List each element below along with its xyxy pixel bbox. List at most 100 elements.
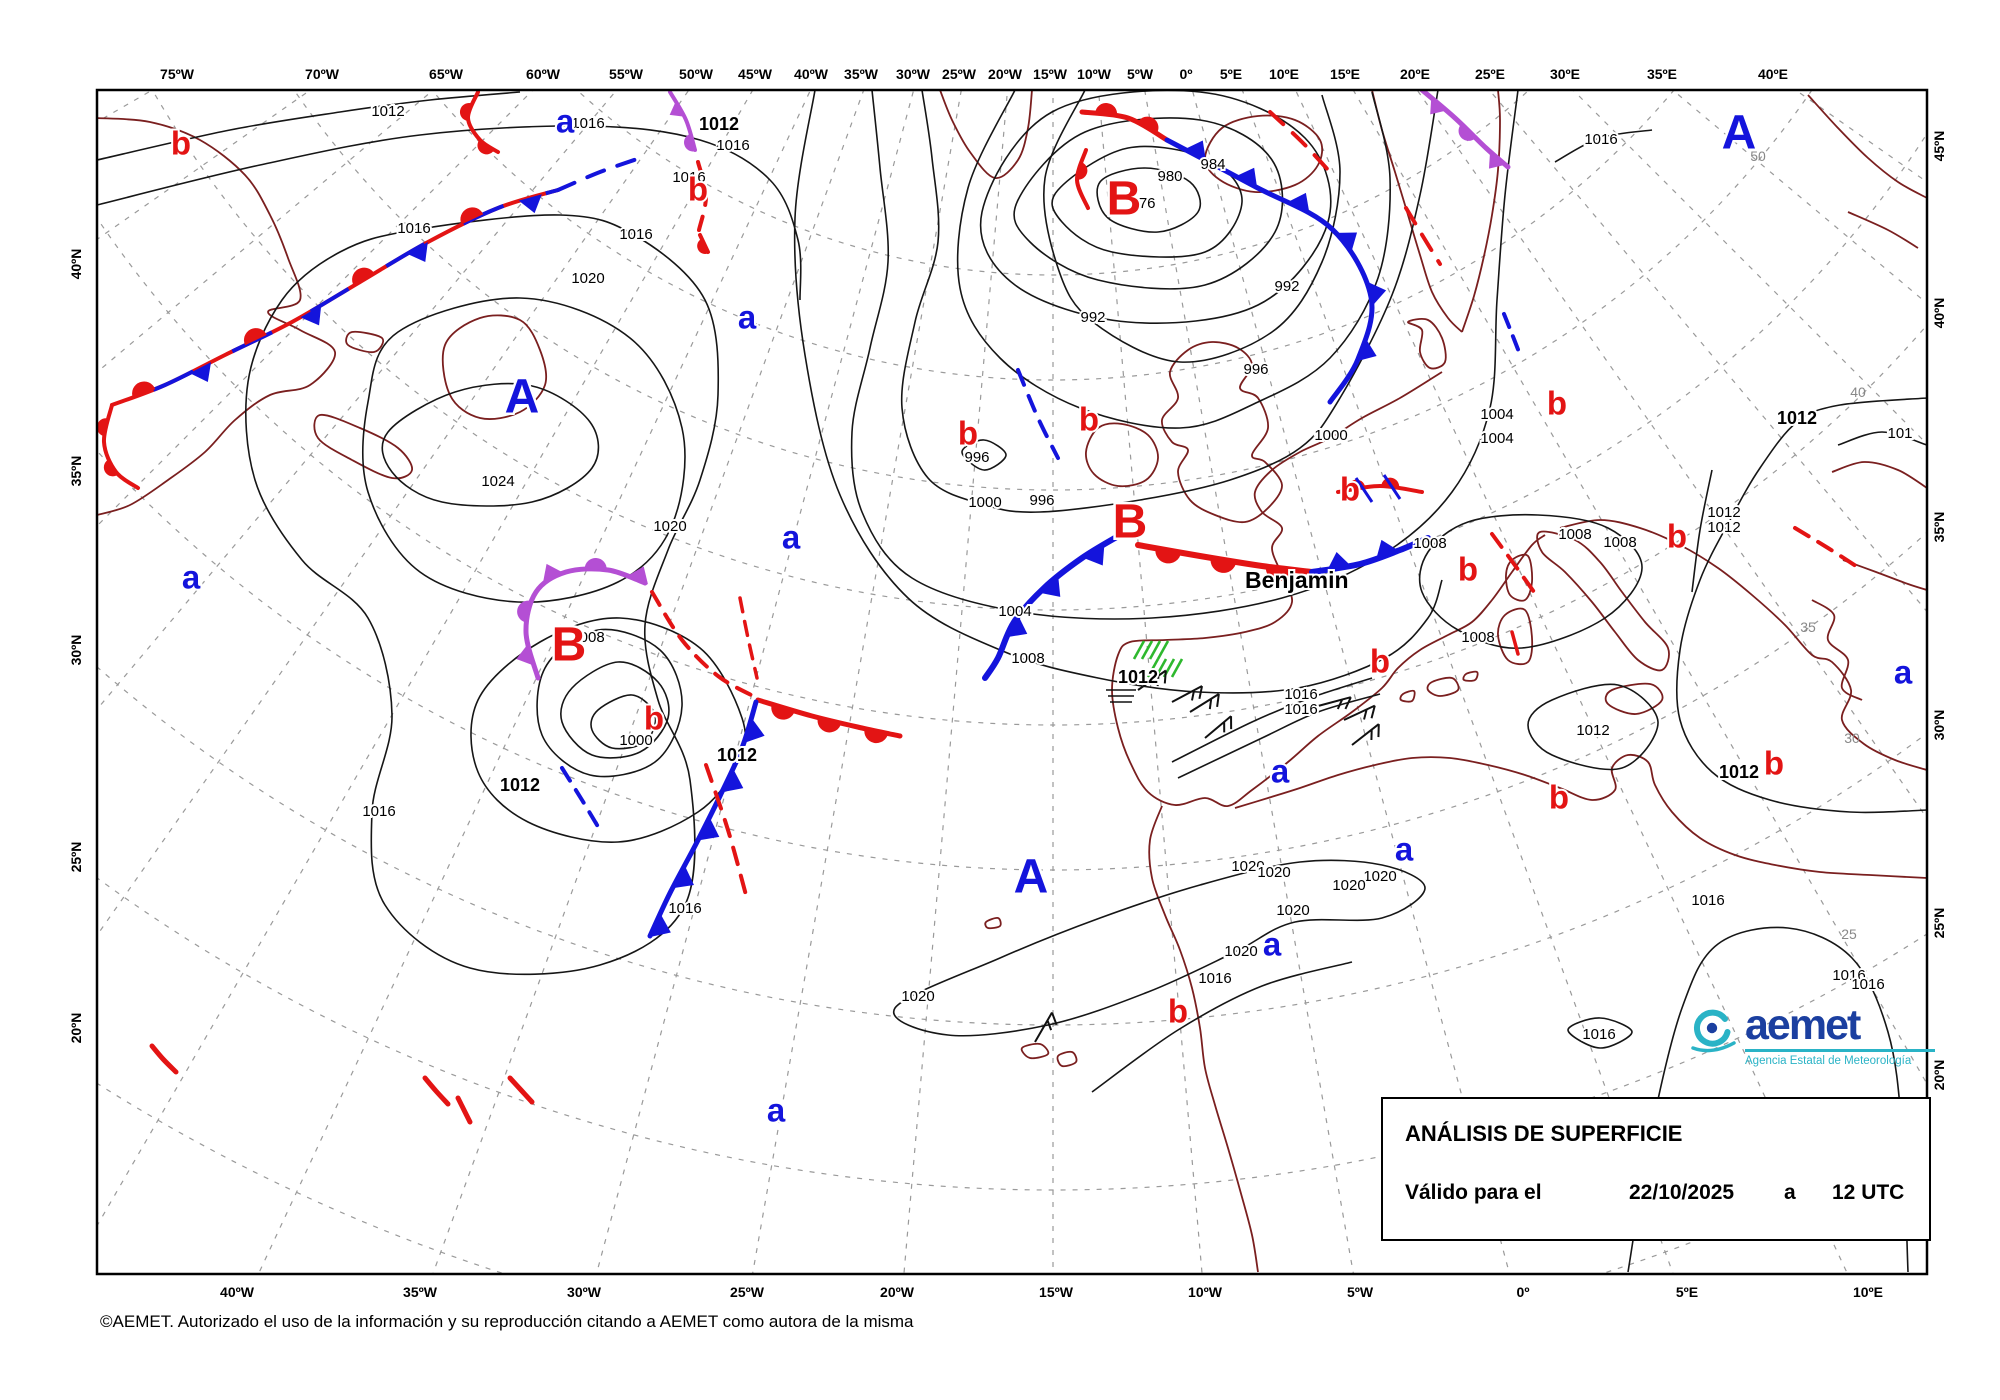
isobar-label: 1016 xyxy=(397,220,430,237)
isobar-label: 1020 xyxy=(653,518,686,535)
calm-symbol xyxy=(1106,689,1136,703)
isobar-label: 1000 xyxy=(619,732,652,749)
lon-label-bottom: 35ºW xyxy=(403,1284,438,1300)
analysis-title: ANÁLISIS DE SUPERFICIE xyxy=(1405,1121,1683,1146)
coastline-path xyxy=(97,117,336,516)
front-symbol xyxy=(517,600,531,623)
aemet-logo: aemet Agencia Estatal de Meteorología xyxy=(1686,1001,1935,1067)
coastline-path xyxy=(1462,670,1479,682)
pressure-letter: b xyxy=(1764,745,1784,782)
isobar-path xyxy=(956,90,1391,429)
front-symbol xyxy=(1138,116,1159,134)
lon-label-top: 20ºW xyxy=(988,66,1023,82)
coastline-path xyxy=(1461,90,1501,333)
meridian-line xyxy=(903,90,1009,1274)
lon-label-top: 30ºE xyxy=(1550,66,1580,82)
isobar-label: 1012 xyxy=(1707,504,1740,521)
isobar-path xyxy=(1177,693,1381,779)
valid-sep: a xyxy=(1784,1181,1796,1204)
lon-label-top: 35ºW xyxy=(844,66,879,82)
coastline-path xyxy=(1559,519,1927,771)
front-symbol xyxy=(1367,281,1387,306)
isobar-label: 1008 xyxy=(1413,535,1446,552)
isobar-path xyxy=(1043,90,1341,363)
isobar-label: 1000 xyxy=(968,494,1001,511)
meridian-line xyxy=(97,90,618,711)
parallel-line xyxy=(97,216,1927,726)
lon-label-bottom: 15ºW xyxy=(1039,1284,1074,1300)
isobar-label: 1016 xyxy=(1284,701,1317,718)
isobar-label: 984 xyxy=(1200,156,1225,173)
lat-label-right: 40ºN xyxy=(1931,298,1947,329)
isobar-path xyxy=(900,90,1439,513)
frontolysis-ticks xyxy=(1354,474,1402,503)
front-symbol xyxy=(1327,552,1352,570)
graticule-label: 35 xyxy=(1800,619,1816,635)
meridian-line xyxy=(432,90,865,1274)
parallel-line xyxy=(293,90,1813,491)
wind-barb xyxy=(1171,685,1203,703)
coastline-path xyxy=(1085,422,1159,488)
lat-label-right: 30ºN xyxy=(1931,710,1947,741)
meridian-line xyxy=(97,90,154,123)
front-symbol xyxy=(817,717,842,733)
coastline-path xyxy=(1056,1050,1078,1068)
wind-barb xyxy=(1351,723,1380,746)
isobar-label: 1016 xyxy=(716,137,749,154)
pressure-letter: b xyxy=(958,415,978,452)
lon-label-top: 5ºE xyxy=(1220,66,1242,82)
lon-label-top: 5ºW xyxy=(1127,66,1154,82)
isobar-label: 1008 xyxy=(1011,650,1044,667)
meridian-line xyxy=(97,90,534,527)
coastline-path xyxy=(1505,553,1534,602)
front-path xyxy=(466,90,500,154)
coastline-path xyxy=(1407,318,1447,370)
aemet-logo-text: aemet xyxy=(1745,1001,1861,1049)
squall-symbol xyxy=(1154,658,1168,678)
front-path xyxy=(1268,110,1332,174)
isobar-path xyxy=(850,90,1519,620)
coastline-path xyxy=(1111,371,1546,807)
isobar-label: 992 xyxy=(1274,278,1299,295)
coastline-path xyxy=(1020,1042,1050,1060)
pressure-letter: b xyxy=(688,171,708,208)
coastline-path xyxy=(984,917,1002,930)
pressure-letter: a xyxy=(556,103,575,140)
front-symbol xyxy=(1235,167,1258,188)
isobar-path xyxy=(1837,431,1927,446)
isobar-label: 1020 xyxy=(1363,868,1396,885)
isobar-label: 101 xyxy=(1887,425,1912,442)
front-symbol xyxy=(1155,548,1182,564)
isobar-label: 1016 xyxy=(362,803,395,820)
lon-label-bottom: 10ºE xyxy=(1853,1284,1883,1300)
front-symbol xyxy=(697,817,720,841)
isobar-label: 1020 xyxy=(1332,877,1365,894)
meridian-line xyxy=(97,90,754,1228)
pressure-letter: a xyxy=(782,519,801,556)
coastline-path xyxy=(1831,461,1927,489)
coastline-path xyxy=(345,330,384,354)
map-border xyxy=(95,88,1929,1276)
isobar-label: 1012 xyxy=(1777,408,1817,428)
lon-label-top: 75ºW xyxy=(160,66,195,82)
isobar-label: 1016 xyxy=(1284,686,1317,703)
pressure-letter: b xyxy=(1547,385,1567,422)
front-path xyxy=(523,566,648,681)
lon-label-bottom: 40ºW xyxy=(220,1284,255,1300)
storm-name-label: Benjamin xyxy=(1245,567,1349,593)
lon-label-top: 50ºW xyxy=(679,66,714,82)
isobar-label: 1016 xyxy=(1582,1026,1615,1043)
isobar-path xyxy=(536,628,683,778)
front-symbol xyxy=(300,305,322,326)
lon-label-top: 10ºW xyxy=(1077,66,1112,82)
parallel-line xyxy=(97,876,1927,1191)
front-symbol xyxy=(1430,97,1447,115)
isobar-label: 1012 xyxy=(500,775,540,795)
valid-time: 12 UTC xyxy=(1832,1181,1905,1204)
isobar-label: 1012 xyxy=(1707,519,1740,536)
isobar-label: 1008 xyxy=(1461,629,1494,646)
meridian-line xyxy=(1352,90,1927,1086)
front-symbol xyxy=(1287,192,1310,213)
isobar-label: 1020 xyxy=(1257,864,1290,881)
pressure-letter: b xyxy=(1549,779,1569,816)
